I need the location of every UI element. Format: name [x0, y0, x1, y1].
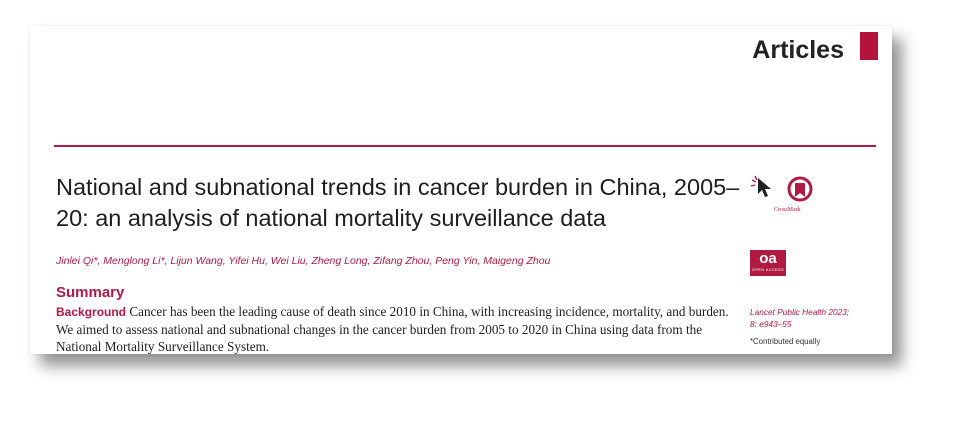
- citation[interactable]: Lancet Public Health 2023; 8: e943–55: [750, 306, 880, 330]
- citation-journal: Lancet Public Health 2023;: [750, 307, 850, 317]
- article-page: Articles National and subnational trends…: [30, 26, 892, 354]
- open-access-icon[interactable]: oa OPEN ACCESS: [750, 250, 786, 276]
- crossmark-icon[interactable]: [750, 174, 820, 210]
- background-label: Background: [56, 305, 127, 319]
- section-label: Articles: [752, 36, 844, 64]
- author-list[interactable]: Jinlei Qi*, Menglong Li*, Lijun Wang, Yi…: [56, 255, 551, 267]
- citation-pages: 8: e943–55: [750, 319, 792, 329]
- open-access-mark: oa: [759, 250, 777, 267]
- header-rule: [54, 145, 876, 147]
- open-access-label: OPEN ACCESS: [752, 267, 784, 272]
- abstract-background: Background Cancer has been the leading c…: [56, 303, 748, 355]
- article-title: National and subnational trends in cance…: [56, 174, 740, 231]
- crossmark-label: CrossMark: [774, 207, 801, 213]
- background-text: Cancer has been the leading cause of dea…: [56, 304, 729, 354]
- summary-heading: Summary: [56, 284, 125, 301]
- section-color-tab: [860, 32, 878, 60]
- contributed-note: *Contributed equally: [750, 337, 821, 346]
